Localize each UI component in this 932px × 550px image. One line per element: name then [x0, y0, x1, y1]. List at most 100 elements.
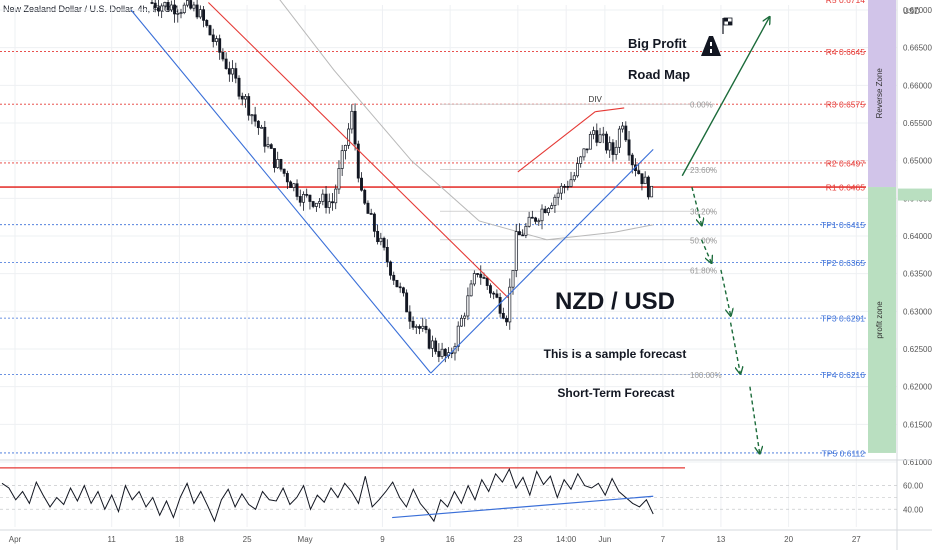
- candle-body: [530, 216, 534, 219]
- y-tick-label: 0.65000: [903, 157, 932, 166]
- candle-body: [553, 196, 557, 206]
- x-tick-label: 20: [784, 535, 793, 544]
- level-label: TP3 0.6291: [821, 314, 865, 324]
- candle-body: [405, 292, 409, 313]
- candle-body: [179, 12, 183, 14]
- candle-body: [498, 297, 502, 314]
- candle-body: [263, 126, 267, 147]
- candle-body: [559, 185, 563, 194]
- fib-label: 38.20%: [690, 208, 717, 217]
- fib-label: 23.60%: [690, 166, 717, 175]
- x-tick-label: Jun: [598, 535, 611, 544]
- forecast-arrow-down: [729, 322, 741, 373]
- candle-body: [302, 194, 305, 203]
- x-tick-label: 14:00: [556, 535, 577, 544]
- candle-body: [379, 237, 383, 243]
- candle-body: [253, 114, 257, 122]
- y-tick-label: 0.62500: [903, 345, 932, 354]
- big-profit-label: Big Profit: [628, 36, 687, 51]
- candle-body: [543, 208, 547, 214]
- candle-body: [376, 230, 380, 243]
- candle-body: [608, 142, 612, 151]
- forecast-arrow-down: [749, 386, 760, 453]
- candle-body: [160, 5, 164, 12]
- candle-body: [414, 326, 418, 328]
- fib-label: 100.00%: [690, 371, 722, 380]
- candle-body: [479, 273, 483, 278]
- y-tick-label: 0.65500: [903, 119, 932, 128]
- level-label: R5 0.6714: [826, 0, 865, 5]
- checkered-flag-icon: [724, 18, 728, 22]
- candle-body: [318, 201, 322, 204]
- candle-body: [637, 170, 641, 175]
- candle-body: [292, 183, 296, 188]
- candle-body: [424, 325, 428, 331]
- x-tick-label: 9: [380, 535, 385, 544]
- level-label: TP4 0.6216: [821, 370, 865, 380]
- candle-body: [366, 202, 370, 214]
- candle-body: [601, 133, 605, 136]
- candle-body: [285, 173, 289, 183]
- candle-body: [389, 261, 392, 276]
- candle-body: [569, 179, 573, 187]
- candle-body: [153, 2, 157, 9]
- candle-body: [340, 150, 344, 169]
- candle-body: [566, 186, 570, 188]
- candle-body: [437, 351, 441, 357]
- candle-body: [182, 4, 186, 13]
- oscillator-line: [1, 467, 654, 523]
- candle-body: [540, 208, 544, 222]
- candle-body: [595, 130, 599, 143]
- candle-body: [563, 185, 567, 188]
- trendline: [517, 111, 596, 173]
- candle-body: [547, 208, 550, 214]
- moving-average-line: [279, 0, 654, 241]
- candle-body: [524, 225, 528, 236]
- forecast-arrow-down: [691, 186, 702, 225]
- candle-body: [514, 231, 518, 271]
- candle-body: [279, 159, 283, 170]
- candle-body: [195, 4, 199, 18]
- candle-body: [527, 216, 531, 227]
- candle-body: [427, 329, 431, 349]
- candle-body: [282, 168, 286, 174]
- zone-label: Reverse Zone: [875, 68, 884, 119]
- candle-body: [518, 231, 521, 236]
- candle-body: [640, 173, 644, 185]
- candle-body: [488, 285, 492, 294]
- zone-label: profit zone: [875, 301, 884, 339]
- candle-body: [156, 7, 160, 12]
- candle-body: [311, 201, 315, 207]
- pair-label: NZD / USD: [555, 288, 675, 315]
- candle-body: [556, 192, 560, 198]
- candle-body: [605, 133, 608, 151]
- x-tick-label: 13: [716, 535, 725, 544]
- road-map-label: Road Map: [628, 67, 690, 82]
- sample-forecast-label: This is a sample forecast: [544, 347, 687, 361]
- candle-body: [463, 315, 467, 319]
- candle-body: [215, 38, 218, 42]
- candle-body: [150, 2, 154, 4]
- candle-body: [579, 156, 583, 164]
- candle-body: [231, 68, 235, 75]
- candle-body: [289, 181, 293, 188]
- level-label: R3 0.6575: [826, 100, 865, 110]
- candle-body: [324, 193, 328, 208]
- candle-body: [205, 19, 209, 26]
- candle-body: [572, 175, 576, 181]
- candle-body: [305, 194, 309, 196]
- candle-body: [485, 277, 489, 286]
- candle-body: [505, 317, 509, 323]
- candle-body: [646, 176, 650, 198]
- candle-body: [430, 340, 434, 349]
- candle-body: [521, 234, 525, 237]
- trendline: [130, 9, 432, 374]
- trendline: [595, 107, 625, 113]
- candle-body: [221, 51, 225, 60]
- road-icon-stripe: [710, 49, 712, 53]
- candle-body: [650, 185, 654, 198]
- candle-body: [643, 176, 647, 185]
- candle-body: [276, 159, 280, 168]
- candle-body: [385, 247, 389, 263]
